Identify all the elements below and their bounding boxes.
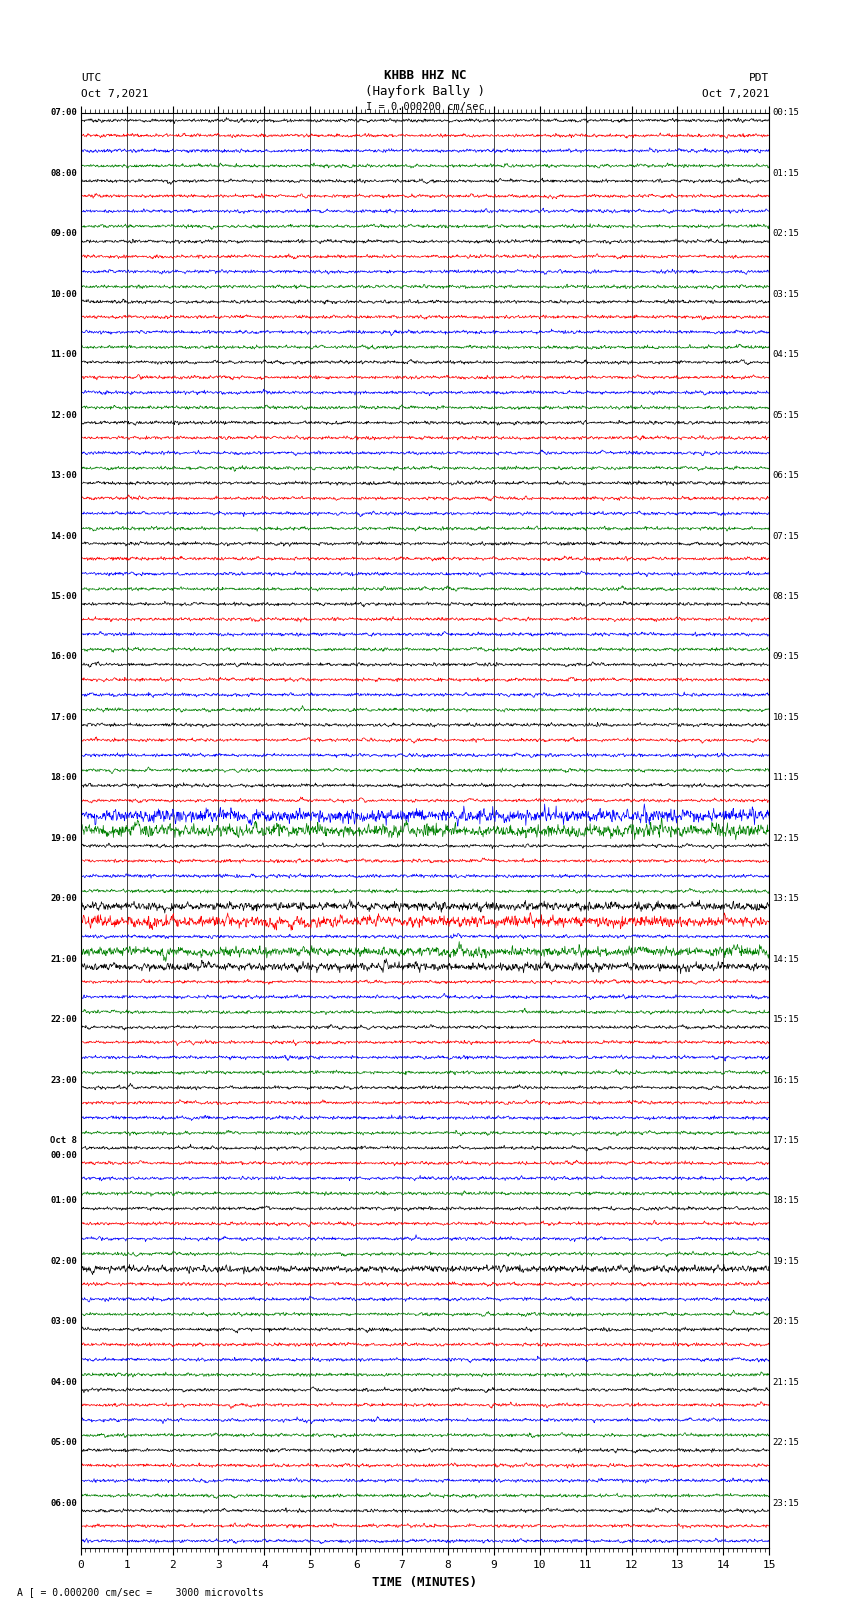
Text: 07:00: 07:00 (50, 108, 77, 118)
X-axis label: TIME (MINUTES): TIME (MINUTES) (372, 1576, 478, 1589)
Text: 07:15: 07:15 (773, 532, 800, 540)
Text: 11:00: 11:00 (50, 350, 77, 360)
Text: 12:00: 12:00 (50, 411, 77, 419)
Text: 14:00: 14:00 (50, 532, 77, 540)
Text: 08:15: 08:15 (773, 592, 800, 602)
Text: 14:15: 14:15 (773, 955, 800, 963)
Text: 16:15: 16:15 (773, 1076, 800, 1084)
Text: (Hayfork Bally ): (Hayfork Bally ) (365, 85, 485, 98)
Text: 08:00: 08:00 (50, 169, 77, 177)
Text: KHBB HHZ NC: KHBB HHZ NC (383, 69, 467, 82)
Text: 19:00: 19:00 (50, 834, 77, 842)
Text: 00:00: 00:00 (50, 1152, 77, 1160)
Text: 10:15: 10:15 (773, 713, 800, 723)
Text: 02:00: 02:00 (50, 1257, 77, 1266)
Text: 16:00: 16:00 (50, 652, 77, 661)
Text: 22:15: 22:15 (773, 1439, 800, 1447)
Text: 19:15: 19:15 (773, 1257, 800, 1266)
Text: 10:00: 10:00 (50, 290, 77, 298)
Text: 04:00: 04:00 (50, 1378, 77, 1387)
Text: I = 0.000200 cm/sec: I = 0.000200 cm/sec (366, 102, 484, 111)
Text: 02:15: 02:15 (773, 229, 800, 239)
Text: PDT: PDT (749, 73, 769, 82)
Text: 15:15: 15:15 (773, 1015, 800, 1024)
Text: Oct 7,2021: Oct 7,2021 (702, 89, 769, 98)
Text: 05:15: 05:15 (773, 411, 800, 419)
Text: UTC: UTC (81, 73, 101, 82)
Text: A [ = 0.000200 cm/sec =    3000 microvolts: A [ = 0.000200 cm/sec = 3000 microvolts (17, 1587, 264, 1597)
Text: 20:00: 20:00 (50, 894, 77, 903)
Text: 21:00: 21:00 (50, 955, 77, 963)
Text: Oct 7,2021: Oct 7,2021 (81, 89, 148, 98)
Text: 09:15: 09:15 (773, 652, 800, 661)
Text: 22:00: 22:00 (50, 1015, 77, 1024)
Text: 00:15: 00:15 (773, 108, 800, 118)
Text: 03:00: 03:00 (50, 1318, 77, 1326)
Text: 17:15: 17:15 (773, 1136, 800, 1145)
Text: 01:15: 01:15 (773, 169, 800, 177)
Text: Oct 8: Oct 8 (50, 1136, 77, 1145)
Text: 23:15: 23:15 (773, 1498, 800, 1508)
Text: 11:15: 11:15 (773, 773, 800, 782)
Text: 01:00: 01:00 (50, 1197, 77, 1205)
Text: 23:00: 23:00 (50, 1076, 77, 1084)
Text: 18:00: 18:00 (50, 773, 77, 782)
Text: 13:00: 13:00 (50, 471, 77, 481)
Text: 12:15: 12:15 (773, 834, 800, 842)
Text: 17:00: 17:00 (50, 713, 77, 723)
Text: 09:00: 09:00 (50, 229, 77, 239)
Text: 15:00: 15:00 (50, 592, 77, 602)
Text: 18:15: 18:15 (773, 1197, 800, 1205)
Text: 03:15: 03:15 (773, 290, 800, 298)
Text: 20:15: 20:15 (773, 1318, 800, 1326)
Text: 04:15: 04:15 (773, 350, 800, 360)
Text: 05:00: 05:00 (50, 1439, 77, 1447)
Text: 06:00: 06:00 (50, 1498, 77, 1508)
Text: 06:15: 06:15 (773, 471, 800, 481)
Text: 21:15: 21:15 (773, 1378, 800, 1387)
Text: 13:15: 13:15 (773, 894, 800, 903)
